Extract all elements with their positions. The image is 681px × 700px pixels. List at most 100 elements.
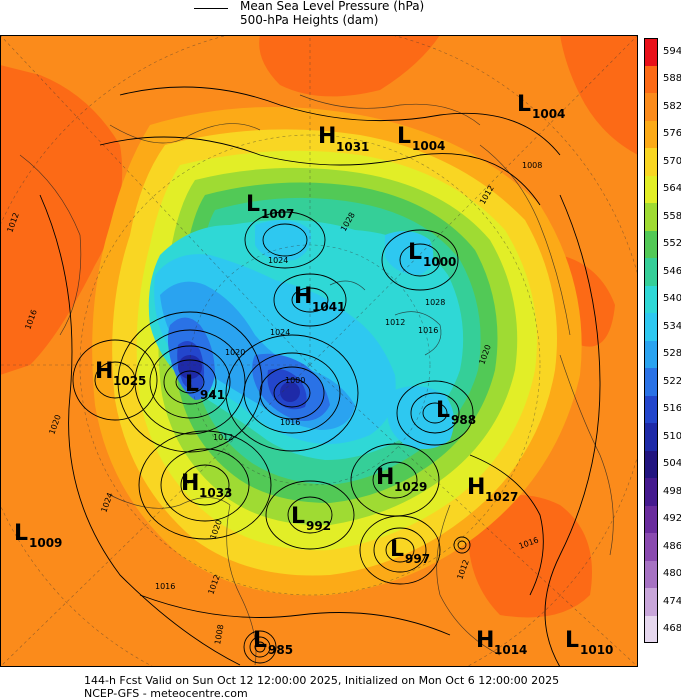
colorbar-swatch <box>644 533 658 561</box>
height-field-510-central <box>280 382 300 402</box>
colorbar-swatch <box>644 395 658 423</box>
colorbar-level-label: 534 <box>663 320 681 332</box>
colorbar-swatch <box>644 175 658 203</box>
map-frame <box>0 35 638 667</box>
colorbar-swatch <box>644 258 658 286</box>
weather-map: H 1031 L 1004 L 1004 L 1007 L 1000 H 104… <box>0 35 638 667</box>
pressure-center-letter: L <box>185 372 199 397</box>
colorbar-level-label: 546 <box>663 265 681 277</box>
colorbar-swatch <box>644 560 658 588</box>
pressure-center-value: 992 <box>306 519 331 533</box>
colorbar-level-label: 594 <box>663 45 681 57</box>
source-credit-text: NCEP-GFS - meteocentre.com <box>84 687 248 700</box>
colorbar-level-label: 474 <box>663 595 681 607</box>
height-field-540-ne <box>385 231 434 275</box>
isobar-label: 1012 <box>213 433 233 442</box>
pressure-center-value: 1029 <box>394 480 427 494</box>
colorbar-swatch <box>644 120 658 148</box>
legend-line-sample <box>194 8 228 9</box>
coastlines <box>19 94 614 666</box>
pressure-center-letter: H <box>476 628 494 653</box>
isobar-label: 1016 <box>280 418 300 427</box>
pressure-center-letter: H <box>181 471 199 496</box>
colorbar-level-label: 570 <box>663 155 681 167</box>
colorbar-level-label: 498 <box>663 485 681 497</box>
pressure-center-letter: L <box>14 521 28 546</box>
height-field-540-north <box>255 220 311 261</box>
colorbar-level-label: 510 <box>663 430 681 442</box>
isobar-label: 1008 <box>522 161 542 170</box>
isobar-label: 1024 <box>268 256 288 265</box>
pressure-center-value: 1010 <box>580 643 613 657</box>
pressure-center-value: 985 <box>268 643 293 657</box>
pressure-center-letter: L <box>291 504 305 529</box>
colorbar-level-label: 480 <box>663 568 681 580</box>
colorbar-level-label: 504 <box>663 458 681 470</box>
colorbar-level-label: 492 <box>663 513 681 525</box>
pressure-center-value: 1014 <box>494 643 527 657</box>
colorbar-level-label: 468 <box>663 623 681 635</box>
colorbar-level-label: 522 <box>663 375 681 387</box>
isobar-label: 1016 <box>155 582 175 591</box>
isobar-label: 1020 <box>225 348 245 357</box>
legend-heights-label: 500-hPa Heights (dam) <box>240 13 379 27</box>
graticule <box>0 35 638 667</box>
colorbar-level-label: 558 <box>663 210 681 222</box>
height-field-588-north <box>259 35 440 97</box>
colorbar-swatch <box>644 615 658 643</box>
colorbar-level-label: 552 <box>663 238 681 250</box>
pressure-center-letter: H <box>318 124 336 149</box>
pressure-center-value: 1027 <box>485 490 518 504</box>
colorbar-level-label: 576 <box>663 128 681 140</box>
legend-mslp-label: Mean Sea Level Pressure (hPa) <box>240 0 425 13</box>
height-field-588-west <box>0 65 123 375</box>
colorbar-swatch <box>644 340 658 368</box>
colorbar-level-label: 528 <box>663 348 681 360</box>
colorbar-level-label: 582 <box>663 100 681 112</box>
pressure-center-value: 1025 <box>113 374 146 388</box>
colorbar-swatch <box>644 450 658 478</box>
isobar-label: 1024 <box>270 328 290 337</box>
pressure-center-letter: L <box>390 537 404 562</box>
colorbar-level-label: 564 <box>663 183 681 195</box>
pressure-center-value: 1004 <box>532 107 565 121</box>
colorbar-level-label: 486 <box>663 540 681 552</box>
colorbar-swatch <box>644 505 658 533</box>
colorbar-swatch <box>644 38 658 66</box>
colorbar-swatch <box>644 285 658 313</box>
pressure-center-letter: L <box>408 240 422 265</box>
pressure-center-value: 1009 <box>29 536 62 550</box>
colorbar-swatch <box>644 230 658 258</box>
isobar-label: 1012 <box>385 318 405 327</box>
colorbar-level-label: 588 <box>663 73 681 85</box>
colorbar-level-label: 516 <box>663 403 681 415</box>
pressure-center-letter: L <box>517 92 531 117</box>
pressure-centers: H 1031 L 1004 L 1004 L 1007 L 1000 H 104… <box>14 92 613 657</box>
pressure-center-letter: L <box>246 192 260 217</box>
colorbar-swatch <box>644 65 658 93</box>
pressure-center-letter: L <box>436 398 450 423</box>
colorbar-swatch <box>644 478 658 506</box>
isobar-label: 1016 <box>418 326 438 335</box>
pressure-center-letter: H <box>294 284 312 309</box>
colorbar-swatch <box>644 313 658 341</box>
isobar-label: 1008 <box>213 624 225 646</box>
pressure-center-letter: L <box>253 628 267 653</box>
pressure-center-value: 1000 <box>423 255 456 269</box>
colorbar-swatch <box>644 148 658 176</box>
map-legend: Mean Sea Level Pressure (hPa) 500-hPa He… <box>190 0 490 30</box>
pressure-center-value: 1033 <box>199 486 232 500</box>
pressure-center-value: 1004 <box>412 139 445 153</box>
pressure-center-letter: L <box>397 124 411 149</box>
pressure-center-letter: H <box>95 359 113 384</box>
colorbar-level-label: 540 <box>663 293 681 305</box>
colorbar-swatch <box>644 368 658 396</box>
isobar-label: 1000 <box>285 376 305 385</box>
pressure-center-value: 941 <box>200 388 225 402</box>
pressure-center-value: 988 <box>451 413 476 427</box>
pressure-center-letter: L <box>565 628 579 653</box>
isobars <box>39 86 601 667</box>
pressure-center-value: 1041 <box>312 300 345 314</box>
colorbar-swatch <box>644 588 658 616</box>
colorbar-swatch <box>644 203 658 231</box>
